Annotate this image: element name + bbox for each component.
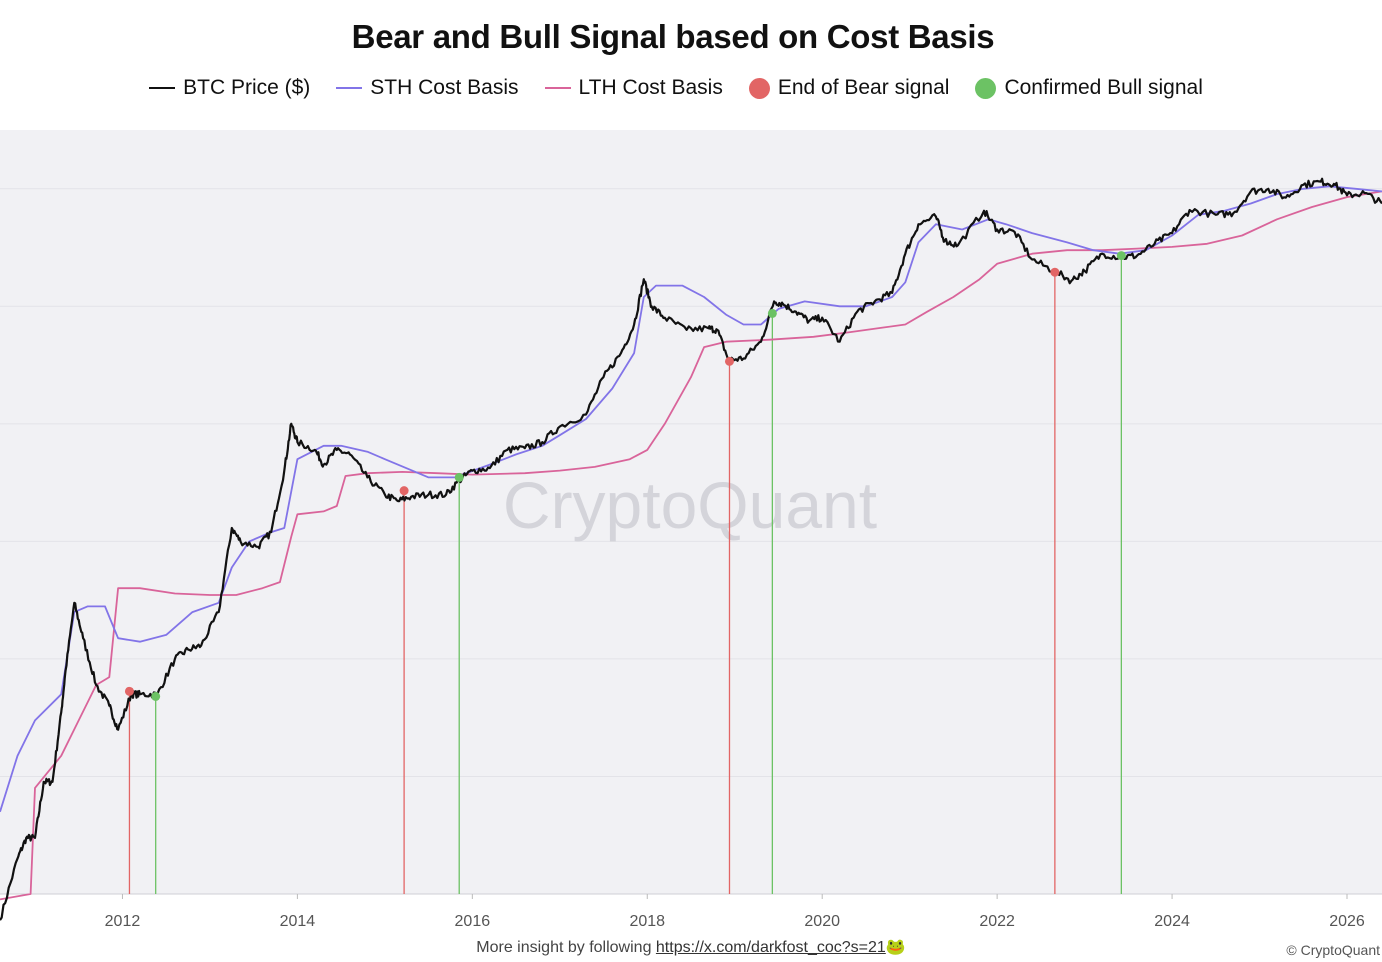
x-tick-label: 2024 xyxy=(1154,913,1190,930)
x-tick-label: 2022 xyxy=(979,913,1015,930)
legend-swatch-sth-cost-basis xyxy=(336,87,363,89)
confirmed-bull-signal-dot[interactable] xyxy=(767,308,777,318)
legend-item-confirmed-bull[interactable]: Confirmed Bull signal xyxy=(975,76,1203,100)
legend-item-btc-price[interactable]: BTC Price ($) xyxy=(149,76,310,100)
signal-dots-layer[interactable] xyxy=(124,251,1126,701)
end-of-bear-signal-dot[interactable] xyxy=(399,486,409,496)
legend-swatch-btc-price xyxy=(149,87,176,89)
x-axis: 2012 2014 2016 2018 2020 2022 2024 2026 xyxy=(105,894,1365,930)
end-of-bear-signal-dot[interactable] xyxy=(1050,267,1060,277)
legend-item-end-of-bear[interactable]: End of Bear signal xyxy=(748,76,950,100)
confirmed-bull-signal-dot[interactable] xyxy=(1116,251,1126,261)
x-tick-label: 2018 xyxy=(629,913,665,930)
chart-title: Bear and Bull Signal based on Cost Basis xyxy=(351,18,995,55)
x-tick-label: 2014 xyxy=(280,913,316,930)
frog-icon: 🐸 xyxy=(885,939,906,956)
signal-lines-layer xyxy=(128,255,1122,894)
footer-text: More insight by following xyxy=(476,939,656,956)
x-tick-label: 2020 xyxy=(804,913,840,930)
legend-label-sth-cost-basis: STH Cost Basis xyxy=(370,76,519,99)
legend-label-btc-price: BTC Price ($) xyxy=(183,76,311,99)
x-tick-label: 2016 xyxy=(455,913,491,930)
confirmed-bull-signal-dot[interactable] xyxy=(151,691,161,701)
footer-link[interactable]: https://x.com/darkfost_coc?s=21 xyxy=(655,939,886,956)
legend-swatch-confirmed-bull xyxy=(975,77,997,99)
lth-cost-basis-line xyxy=(0,190,1382,901)
copyright: © CryptoQuant xyxy=(1286,942,1380,958)
legend: BTC Price ($) STH Cost Basis LTH Cost Ba… xyxy=(0,76,1352,100)
btc-price-line xyxy=(0,177,1382,921)
x-tick-label: 2012 xyxy=(105,913,141,930)
series-layer xyxy=(0,177,1382,921)
sth-cost-basis-line xyxy=(0,185,1382,813)
plot-area xyxy=(0,130,1382,894)
confirmed-bull-signal-dot[interactable] xyxy=(454,472,464,482)
legend-label-end-of-bear: End of Bear signal xyxy=(777,76,950,99)
legend-item-lth-cost-basis[interactable]: LTH Cost Basis xyxy=(544,76,723,100)
end-of-bear-signal-dot[interactable] xyxy=(724,356,734,366)
legend-label-lth-cost-basis: LTH Cost Basis xyxy=(578,76,723,99)
watermark: CryptoQuant xyxy=(503,468,877,542)
legend-label-confirmed-bull: Confirmed Bull signal xyxy=(1004,76,1203,99)
footer: More insight by following https://x.com/… xyxy=(0,937,1382,957)
legend-swatch-lth-cost-basis xyxy=(544,87,571,89)
legend-swatch-end-of-bear xyxy=(748,77,770,99)
end-of-bear-signal-dot[interactable] xyxy=(124,686,134,696)
legend-item-sth-cost-basis[interactable]: STH Cost Basis xyxy=(336,76,519,100)
x-tick-label: 2026 xyxy=(1329,913,1365,930)
